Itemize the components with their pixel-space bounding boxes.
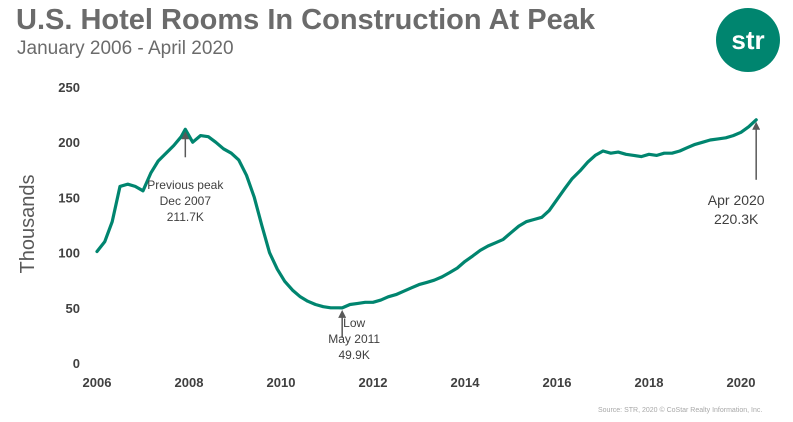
logo-text: str (731, 24, 765, 55)
x-axis-ticks: 2006 2008 2010 2012 2014 2016 2018 2020 (83, 375, 756, 390)
chart-title: U.S. Hotel Rooms In Construction At Peak (16, 4, 595, 36)
y-tick-label: 200 (58, 135, 80, 150)
annotation-label: May 2011 (328, 332, 380, 346)
chart-subtitle: January 2006 - April 2020 (17, 38, 234, 59)
y-tick-label: 100 (58, 246, 80, 261)
x-tick-label: 2020 (727, 375, 756, 390)
y-tick-label: 250 (58, 80, 80, 95)
x-tick-label: 2012 (359, 375, 388, 390)
annotation-label: Apr 2020 (708, 192, 765, 208)
x-tick-label: 2008 (175, 375, 204, 390)
y-axis-ticks: 0 50 100 150 200 250 (58, 80, 80, 371)
annotation-label: 211.7K (167, 210, 204, 224)
x-tick-label: 2014 (451, 375, 481, 390)
annotation-label: 220.3K (714, 211, 759, 227)
x-tick-label: 2006 (83, 375, 112, 390)
x-tick-label: 2018 (635, 375, 664, 390)
annotation-label: Low (343, 316, 365, 330)
annotation-label: Previous peak (147, 178, 224, 192)
x-tick-label: 2016 (543, 375, 572, 390)
series-group (95, 118, 758, 310)
annotation-label: 49.9K (339, 348, 370, 362)
annotations-group: Previous peak Dec 2007 211.7K Low May 2011 49… (147, 121, 765, 362)
y-tick-label: 50 (66, 301, 80, 316)
annotation-label: Dec 2007 (160, 194, 212, 208)
y-axis-label: Thousands (17, 175, 39, 274)
y-tick-label: 0 (73, 356, 80, 371)
x-tick-label: 2010 (267, 375, 296, 390)
series-line (95, 118, 758, 310)
source-note: Source: STR, 2020 © CoStar Realty Inform… (598, 407, 763, 414)
str-logo: str (716, 8, 780, 72)
y-tick-label: 150 (58, 190, 80, 205)
